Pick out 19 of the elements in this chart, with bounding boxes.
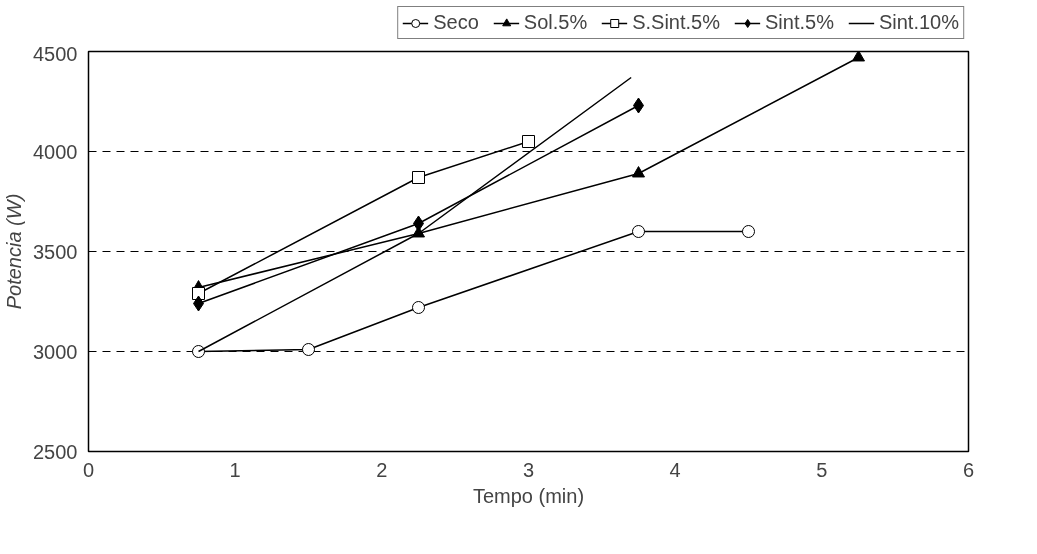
- legend-label: Sint.5%: [765, 11, 834, 34]
- x-tick-label: 2: [376, 458, 388, 481]
- x-tick-label: 5: [816, 458, 828, 481]
- legend-label: Sint.10%: [878, 11, 959, 34]
- legend-label: Sol.5%: [523, 11, 588, 34]
- x-tick-label: 6: [962, 458, 975, 481]
- x-tick-label: 3: [522, 458, 535, 481]
- x-axis-title: Tempo (min): [472, 484, 585, 507]
- x-tick-label: 1: [229, 458, 241, 481]
- x-tick-label: 4: [669, 458, 681, 481]
- y-tick-label: 4000: [33, 140, 78, 163]
- y-tick-label: 4500: [33, 42, 78, 65]
- y-tick-label: 3500: [33, 240, 78, 263]
- y-axis-title: Potencia (W): [3, 193, 26, 310]
- x-tick-label: 0: [82, 458, 95, 481]
- y-tick-label: 3000: [33, 340, 78, 363]
- y-tick-label: 2500: [33, 440, 78, 463]
- legend-label: S.Sint.5%: [632, 11, 720, 34]
- legend-label: Seco: [433, 11, 479, 34]
